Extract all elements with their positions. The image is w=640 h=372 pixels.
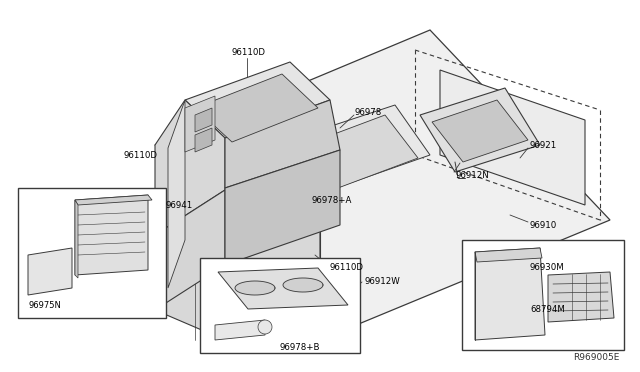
Polygon shape [295,105,430,190]
Polygon shape [168,100,185,288]
Text: 96910: 96910 [530,221,557,230]
Text: 68794M: 68794M [530,305,565,314]
Polygon shape [235,281,275,295]
Polygon shape [420,88,540,172]
Polygon shape [155,30,610,340]
Text: 96912N: 96912N [456,170,490,180]
Polygon shape [28,248,72,295]
Polygon shape [195,74,318,142]
Text: 96930M: 96930M [530,263,564,273]
Polygon shape [225,100,340,188]
Text: 96110D: 96110D [232,48,266,57]
Polygon shape [155,190,225,310]
Text: 96975N: 96975N [28,301,61,310]
Text: 96941: 96941 [166,201,193,209]
Polygon shape [440,70,585,205]
Polygon shape [155,100,225,235]
Polygon shape [75,200,78,278]
Bar [200,258,360,353]
Polygon shape [225,150,340,265]
Polygon shape [75,195,152,205]
Text: 96110D: 96110D [330,263,364,273]
Polygon shape [283,278,323,292]
Polygon shape [432,100,528,162]
Polygon shape [475,248,545,340]
Polygon shape [215,320,265,340]
Polygon shape [305,115,418,188]
Text: 96978: 96978 [355,108,382,116]
Polygon shape [185,96,215,152]
Text: 96978+B: 96978+B [280,343,321,353]
Polygon shape [195,128,212,152]
Polygon shape [75,195,148,275]
Polygon shape [185,62,330,138]
Bar [18,188,166,318]
Circle shape [258,320,272,334]
Polygon shape [475,248,542,262]
Polygon shape [155,230,320,340]
Polygon shape [548,272,614,322]
Bar [462,240,624,350]
Text: 96921: 96921 [530,141,557,150]
Polygon shape [195,108,212,132]
Text: 96912W: 96912W [365,278,401,286]
Text: 96110D: 96110D [123,151,157,160]
Polygon shape [218,268,348,309]
Text: R969005E: R969005E [573,353,620,362]
Text: 96978+A: 96978+A [312,196,353,205]
